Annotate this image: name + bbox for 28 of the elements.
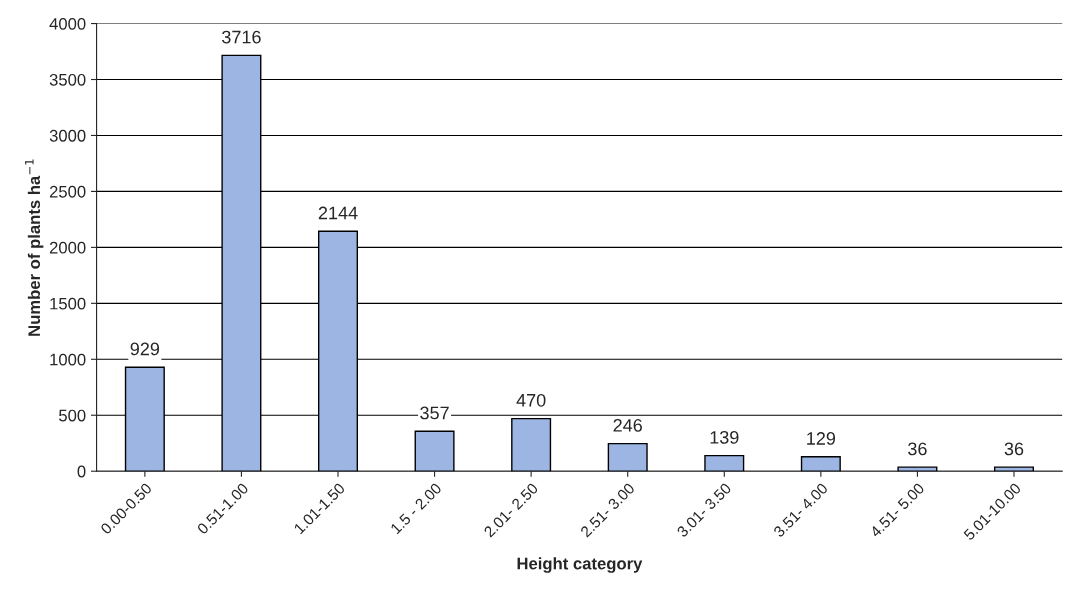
bar xyxy=(897,466,938,472)
data-label: 357 xyxy=(420,406,449,420)
y-axis-title: Number of plants ha$^{−1}$ xyxy=(25,159,44,336)
data-label: 246 xyxy=(613,418,642,432)
y-tick-label: 1000 xyxy=(50,353,86,366)
bar xyxy=(414,430,455,472)
bar xyxy=(607,442,648,472)
data-label: 129 xyxy=(807,432,836,445)
y-tick-label: 3500 xyxy=(49,73,86,86)
bar xyxy=(704,454,745,472)
y-tick-label: 4000 xyxy=(49,17,86,30)
data-label: 470 xyxy=(516,393,546,407)
y-tick-label: 1500 xyxy=(50,297,86,310)
y-tick-label: 3000 xyxy=(49,129,86,142)
y-tick-label: 500 xyxy=(59,409,86,422)
bar xyxy=(511,417,552,472)
data-label: 139 xyxy=(710,430,739,444)
y-tick-label: 2500 xyxy=(49,185,86,198)
data-label: 36 xyxy=(908,442,927,456)
data-label: 2144 xyxy=(318,206,358,220)
bar xyxy=(993,466,1034,472)
data-label: 3716 xyxy=(222,30,261,44)
data-label: 929 xyxy=(130,342,160,356)
x-axis-title: Height category xyxy=(517,557,643,573)
y-tick-label: 2000 xyxy=(49,241,86,254)
data-label: 36 xyxy=(1004,442,1024,456)
bar xyxy=(800,456,841,472)
y-tick-label: 0 xyxy=(77,465,86,478)
